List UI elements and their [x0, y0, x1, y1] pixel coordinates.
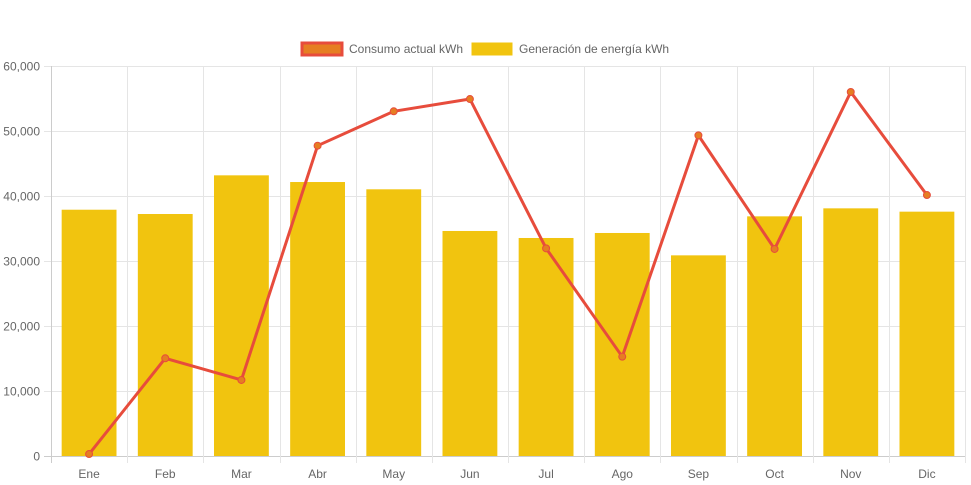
line-point — [85, 450, 94, 459]
grid — [44, 66, 966, 463]
y-tick-label: 30,000 — [3, 255, 40, 269]
bar — [823, 208, 879, 456]
bar-series — [61, 175, 955, 456]
bar — [670, 255, 726, 456]
line-point — [618, 352, 627, 361]
bar — [61, 209, 117, 456]
legend-item-generacion[interactable]: Generación de energía kWh — [471, 42, 669, 56]
legend-label-consumo: Consumo actual kWh — [349, 42, 463, 56]
line-point — [846, 88, 855, 96]
bar — [366, 189, 422, 456]
line-point — [922, 191, 931, 200]
legend-swatch-generacion — [471, 42, 513, 56]
x-tick-label: Feb — [155, 467, 176, 481]
line-point — [542, 244, 551, 253]
legend-label-generacion: Generación de energía kWh — [519, 42, 669, 56]
x-tick-label: Sep — [688, 467, 710, 481]
y-tick-label: 50,000 — [3, 125, 40, 139]
line-path — [87, 90, 929, 455]
y-tick-label: 0 — [33, 450, 40, 464]
x-tick-label: Mar — [231, 467, 252, 481]
legend: Consumo actual kWh Generación de energía… — [300, 41, 669, 57]
x-tick-label: Ene — [78, 467, 100, 481]
bar — [747, 216, 803, 456]
y-axis: 0 10,000 20,000 30,000 40,000 50,000 60,000 — [3, 60, 40, 464]
line-point — [237, 375, 246, 384]
x-tick-label: Ago — [612, 467, 634, 481]
y-tick-label: 20,000 — [3, 320, 40, 334]
bar — [290, 182, 346, 456]
line-series — [85, 88, 931, 459]
x-tick-label: Jun — [460, 467, 479, 481]
x-tick-label: Abr — [308, 467, 327, 481]
bar — [899, 211, 955, 456]
y-tick-label: 10,000 — [3, 385, 40, 399]
line-point — [161, 354, 170, 363]
x-axis: Ene Feb Mar Abr May Jun Jul Ago Sep Oct Nov Dic — [78, 467, 935, 481]
line-point — [770, 244, 779, 253]
line-point — [389, 107, 398, 116]
y-tick-label: 60,000 — [3, 60, 40, 74]
y-tick-label: 40,000 — [3, 190, 40, 204]
bar — [213, 175, 269, 456]
legend-swatch-consumo — [300, 41, 344, 57]
bar — [442, 230, 498, 456]
x-tick-label: Nov — [840, 467, 861, 481]
bar — [594, 232, 650, 456]
bar — [137, 214, 193, 456]
x-tick-label: Jul — [538, 467, 553, 481]
legend-item-consumo[interactable]: Consumo actual kWh — [300, 41, 463, 57]
line-point — [313, 141, 322, 150]
bar — [518, 237, 574, 456]
x-tick-label: May — [382, 467, 405, 481]
x-tick-label: Oct — [765, 467, 784, 481]
x-tick-label: Dic — [918, 467, 935, 481]
line-point — [465, 95, 474, 104]
line-point — [694, 131, 703, 140]
